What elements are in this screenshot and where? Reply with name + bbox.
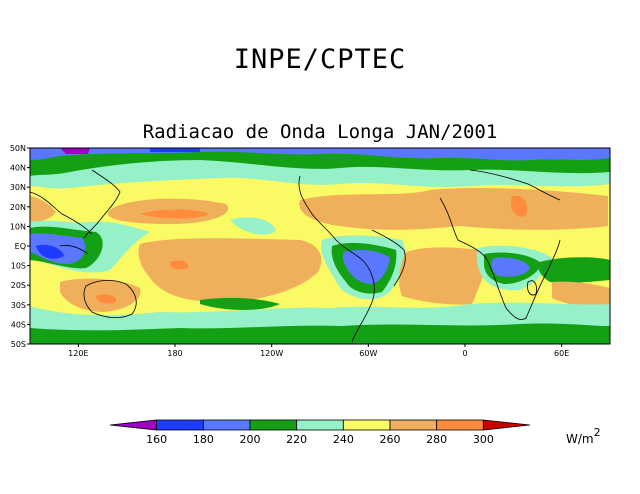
- map-title: Radiacao de Onda Longa JAN/2001: [142, 121, 498, 143]
- lat-tick-label: 40N: [10, 164, 26, 173]
- ols-field: [30, 148, 610, 344]
- colorbar-label: 180: [193, 433, 214, 446]
- lon-tick-label: 60W: [359, 349, 377, 358]
- colorbar-label: 200: [240, 433, 261, 446]
- lat-tick-label: EQ: [15, 242, 26, 251]
- ols-cell-240: [230, 217, 276, 235]
- lon-axis: 120E 180 120W 60W 0 60E: [68, 344, 569, 358]
- americas-coast: [298, 175, 375, 343]
- colorbar-segment: [109, 419, 158, 431]
- colorbar: 160 180 200 220 240 260 280 300: [109, 419, 531, 446]
- lat-tick-label: 30S: [11, 301, 26, 310]
- colorbar-segment: [296, 419, 344, 431]
- page-title: INPE/CPTEC: [233, 44, 407, 75]
- lat-tick-label: 50N: [10, 144, 26, 153]
- colorbar-label: 280: [426, 433, 447, 446]
- lon-tick-label: 60E: [554, 349, 569, 358]
- coastlines: [30, 169, 561, 343]
- colorbar-segment: [249, 419, 298, 431]
- madagascar-coast: [527, 280, 537, 296]
- ols-cell-220: [200, 297, 280, 310]
- ols-cell-220: [538, 257, 610, 283]
- mediterranean-coast: [469, 169, 561, 201]
- units-exponent: 2: [593, 426, 601, 439]
- ols-cell-280: [552, 281, 610, 312]
- ols-cell-200: [491, 257, 530, 277]
- ols-cell-160: [60, 148, 90, 154]
- ols-cell-300: [510, 195, 528, 217]
- units-text: W/m: [566, 432, 594, 446]
- ols-cell-280: [30, 196, 56, 222]
- africa-coast: [439, 197, 561, 320]
- lat-tick-label: 40S: [11, 320, 26, 329]
- lon-tick-label: 120W: [260, 349, 283, 358]
- lat-axis: 50N 40N 30N 20N 10N EQ 10S 20S 30S 40S 50S: [10, 144, 30, 349]
- lat-tick-label: 20N: [10, 203, 26, 212]
- ols-cell-200: [342, 250, 390, 284]
- lon-tick-label: 180: [167, 349, 182, 358]
- colorbar-label: 260: [380, 433, 401, 446]
- colorbar-label: 240: [333, 433, 354, 446]
- units-label: W/m2: [566, 426, 601, 446]
- ols-cell-280: [138, 238, 322, 302]
- lat-tick-label: 20S: [11, 281, 26, 290]
- lon-tick-label: 120E: [68, 349, 88, 358]
- lat-tick-label: 10N: [10, 222, 26, 231]
- lat-tick-label: 50S: [11, 340, 26, 349]
- colorbar-segment: [156, 419, 204, 431]
- colorbar-label: 220: [286, 433, 307, 446]
- ols-cell-300: [140, 209, 208, 219]
- ols-cell-300: [169, 260, 189, 270]
- ols-cell-180: [36, 244, 64, 259]
- colorbar-label: 300: [473, 433, 494, 446]
- colorbar-segment: [436, 419, 484, 431]
- maritime-continent: [59, 245, 89, 255]
- ols-cell-280: [299, 188, 608, 230]
- brazil-coast: [371, 229, 406, 287]
- colorbar-segment: [202, 419, 251, 431]
- asia-coast: [30, 191, 93, 235]
- colorbar-segment: [482, 419, 531, 431]
- colorbar-segment: [342, 419, 391, 431]
- lon-tick-label: 0: [462, 349, 467, 358]
- ols-cell-180: [150, 148, 200, 152]
- australia-coast: [83, 280, 137, 318]
- colorbar-label: 160: [146, 433, 167, 446]
- ols-band-south-220: [30, 323, 610, 344]
- ols-cell-300: [96, 294, 117, 304]
- ols-cell-280: [399, 247, 490, 305]
- lat-tick-label: 30N: [10, 183, 26, 192]
- china-coast: [83, 169, 121, 239]
- colorbar-segment: [389, 419, 438, 431]
- lat-tick-label: 10S: [11, 262, 26, 271]
